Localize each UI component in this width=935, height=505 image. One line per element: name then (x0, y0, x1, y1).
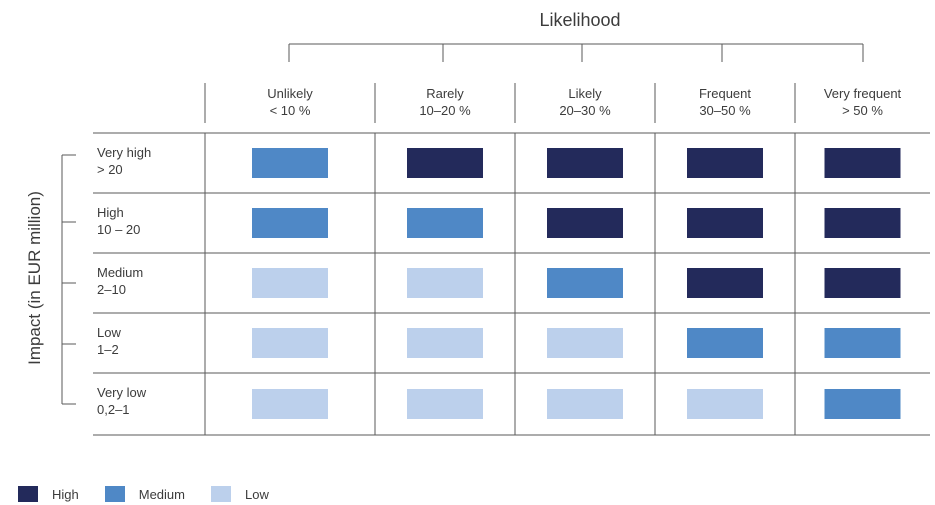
risk-cell-r2-c5-high (824, 208, 901, 238)
risk-cell-r5-c3-low (547, 389, 623, 419)
column-label-2-line2: 10–20 % (419, 103, 471, 118)
risk-cell-r3-c3-medium (547, 268, 623, 298)
column-label-5-line1: Very frequent (824, 86, 902, 101)
legend-swatch-high (18, 486, 38, 502)
column-label-3-line2: 20–30 % (559, 103, 611, 118)
row-label-4-line1: Low (97, 325, 121, 340)
legend-label-low: Low (245, 486, 269, 502)
legend-label-high: High (52, 486, 79, 502)
risk-cell-r1-c3-high (547, 148, 623, 178)
legend-swatch-medium (104, 486, 125, 502)
column-label-3-line1: Likely (568, 86, 602, 101)
risk-cell-r2-c2-medium (407, 208, 483, 238)
row-label-4-line2: 1–2 (97, 342, 119, 357)
risk-cell-r5-c5-medium (824, 389, 901, 419)
row-label-1-line1: Very high (97, 145, 151, 160)
risk-cell-r1-c4-high (687, 148, 763, 178)
risk-cell-r4-c2-low (407, 328, 483, 358)
legend-swatch-low (211, 486, 231, 502)
risk-cell-r2-c4-high (687, 208, 763, 238)
risk-cell-r4-c3-low (547, 328, 623, 358)
risk-cell-r4-c5-medium (824, 328, 901, 358)
risk-cell-r5-c1-low (252, 389, 328, 419)
row-label-5-line2: 0,2–1 (97, 402, 130, 417)
legend-item-low: Low (211, 486, 269, 502)
row-label-5-line1: Very low (97, 385, 147, 400)
risk-cell-r4-c1-low (252, 328, 328, 358)
column-label-4-line1: Frequent (699, 86, 751, 101)
row-label-3-line2: 2–10 (97, 282, 126, 297)
column-label-1-line1: Unlikely (267, 86, 313, 101)
row-label-3-line1: Medium (97, 265, 143, 280)
row-label-2-line1: High (97, 205, 124, 220)
risk-cell-r1-c1-medium (252, 148, 328, 178)
risk-cell-r3-c2-low (407, 268, 483, 298)
legend: High Medium Low (18, 486, 295, 502)
legend-item-high: High (18, 486, 79, 502)
risk-cell-r5-c2-low (407, 389, 483, 419)
risk-cell-r2-c3-high (547, 208, 623, 238)
risk-cell-r2-c1-medium (252, 208, 328, 238)
risk-cell-r5-c4-low (687, 389, 763, 419)
row-label-1-line2: > 20 (97, 162, 123, 177)
risk-cell-r3-c4-high (687, 268, 763, 298)
legend-label-medium: Medium (138, 486, 185, 502)
column-label-1-line2: < 10 % (270, 103, 311, 118)
risk-cell-r4-c4-medium (687, 328, 763, 358)
legend-item-medium: Medium (104, 486, 185, 502)
column-label-4-line2: 30–50 % (699, 103, 751, 118)
x-axis-title: Likelihood (539, 10, 620, 30)
y-axis-title: Impact (in EUR million) (25, 191, 44, 365)
risk-cell-r3-c5-high (824, 268, 901, 298)
column-label-5-line2: > 50 % (842, 103, 883, 118)
risk-cell-r1-c5-high (824, 148, 901, 178)
column-label-2-line1: Rarely (426, 86, 464, 101)
risk-cell-r1-c2-high (407, 148, 483, 178)
row-label-2-line2: 10 – 20 (97, 222, 140, 237)
risk-cell-r3-c1-low (252, 268, 328, 298)
